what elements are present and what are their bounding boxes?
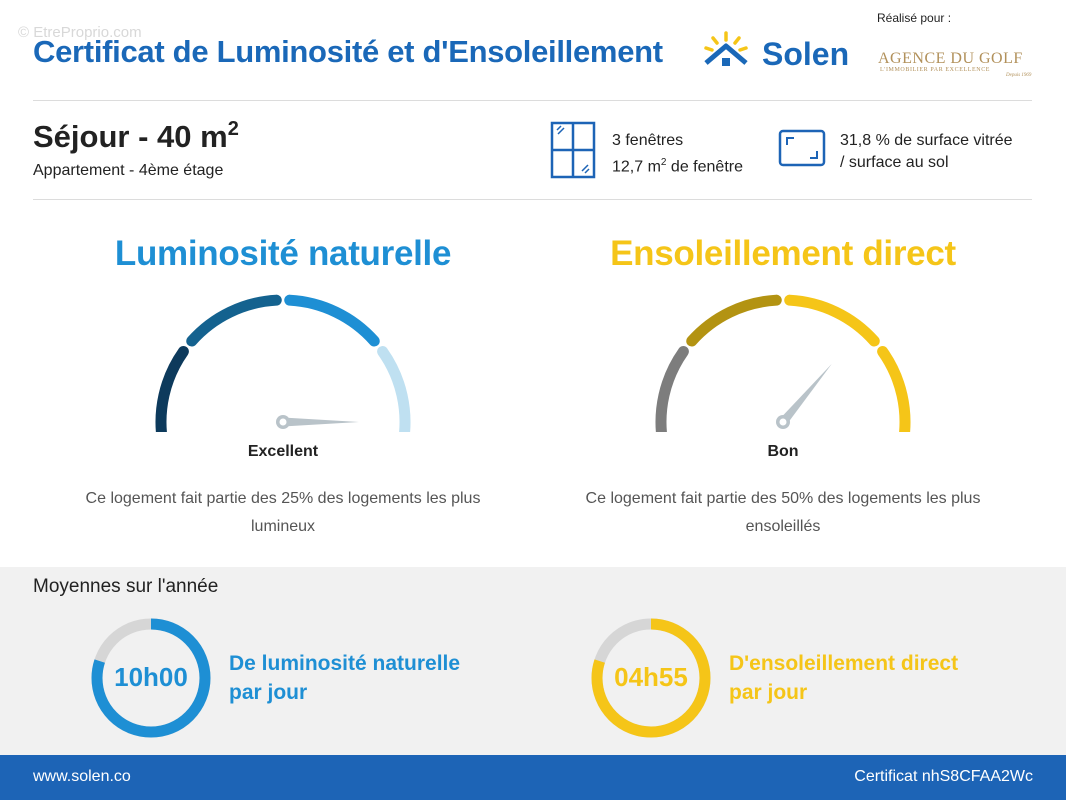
luminosite-rating: Excellent xyxy=(247,443,319,460)
gauge-needle-center xyxy=(779,418,787,426)
gauge-segment xyxy=(155,346,189,432)
gauge-segment xyxy=(686,294,782,347)
certificate-id: Certificat nhS8CFAA2Wc xyxy=(854,768,1033,785)
divider xyxy=(33,100,1032,101)
agency-tagline: L'IMMOBILIER PAR EXCELLENCE xyxy=(880,67,991,73)
luminosite-heading: Luminosité naturelle xyxy=(114,234,452,273)
gauge-needle xyxy=(283,417,359,427)
room-title: Séjour - 40 m2 xyxy=(33,118,239,154)
page-title: Certificat de Luminosité et d'Ensoleille… xyxy=(33,34,663,69)
gauge-needle xyxy=(779,363,832,425)
windows-count: 3 fenêtres xyxy=(612,132,684,149)
gauge-segment xyxy=(284,294,380,347)
solen-logo xyxy=(704,31,748,66)
luminosite-hours: 10h00 xyxy=(114,662,188,692)
agency-year: Depuis 1969 xyxy=(1006,73,1032,78)
ring-progress xyxy=(91,618,211,738)
gauge-segment xyxy=(186,294,282,347)
ensoleillement-gauge xyxy=(655,294,911,432)
divider xyxy=(33,199,1032,200)
averages-title: Moyennes sur l'année xyxy=(33,576,219,597)
windows-info: 3 fenêtres 12,7 m2 de fenêtre xyxy=(612,130,743,178)
gauge-segment xyxy=(655,346,689,432)
luminosite-ring xyxy=(91,618,211,738)
sun-house-icon xyxy=(704,31,748,66)
realise-label: Réalisé pour : xyxy=(877,11,952,25)
ring-progress xyxy=(591,618,711,738)
window-icon xyxy=(550,121,596,179)
footer xyxy=(0,755,1066,800)
gauge-needle-center xyxy=(279,418,287,426)
ensoleillement-average-text: D'ensoleillement direct par jour xyxy=(729,652,959,704)
ensoleillement-description: Ce logement fait partie des 50% des loge… xyxy=(585,490,981,535)
room-subtitle: Appartement - 4ème étage xyxy=(33,162,224,179)
luminosite-description: Ce logement fait partie des 25% des loge… xyxy=(85,490,481,535)
gauge-segment xyxy=(377,346,411,432)
agency-logo: AGENCE DU GOLF xyxy=(878,50,1023,67)
website-link[interactable]: www.solen.co xyxy=(33,768,131,785)
surface-line1: 31,8 % de surface vitrée xyxy=(840,132,1013,149)
gauge-segment xyxy=(877,346,911,432)
windows-area: 12,7 m2 de fenêtre xyxy=(612,157,743,176)
surface-ratio-icon xyxy=(778,129,826,167)
ensoleillement-hours: 04h55 xyxy=(614,662,688,692)
watermark: © EtreProprio.com xyxy=(18,24,142,41)
brand-name: Solen xyxy=(762,36,850,72)
gauge-segment xyxy=(784,294,880,347)
luminosite-gauge xyxy=(155,294,411,432)
ensoleillement-heading: Ensoleillement direct xyxy=(610,234,956,273)
ensoleillement-rating: Bon xyxy=(767,443,799,460)
ensoleillement-ring xyxy=(591,618,711,738)
surface-line2: / surface au sol xyxy=(840,154,949,171)
surface-info: 31,8 % de surface vitrée / surface au so… xyxy=(840,130,1013,174)
luminosite-average-text: De luminosité naturelle par jour xyxy=(229,652,461,704)
